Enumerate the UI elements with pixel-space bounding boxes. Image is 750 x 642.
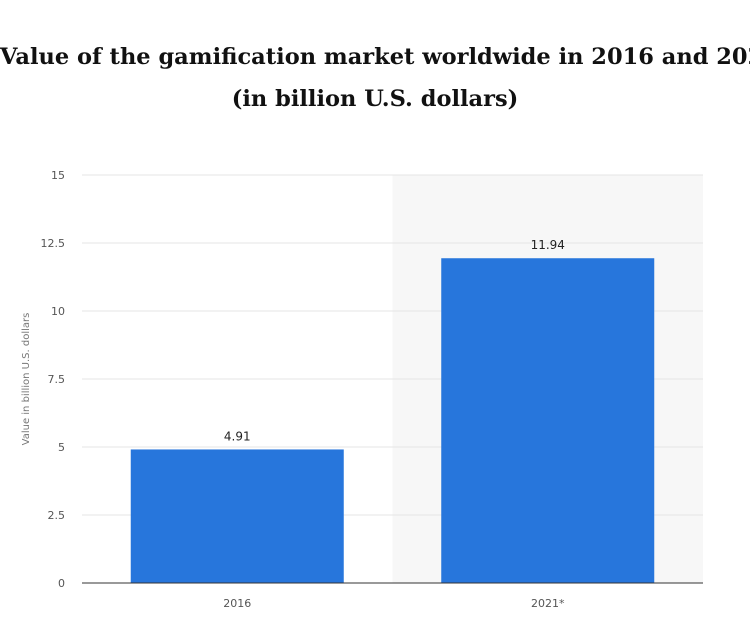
- y-tick-label: 12.5: [41, 237, 66, 250]
- data-labels: 4.91 11.94: [224, 238, 565, 443]
- y-tick-label: 10: [51, 305, 65, 318]
- y-tick-label: 7.5: [48, 373, 66, 386]
- x-tick-label: 2016: [223, 597, 251, 610]
- x-axis-ticks: 2016 2021*: [223, 597, 565, 610]
- chart-title: Value of the gamification market worldwi…: [0, 36, 750, 120]
- chart-subtitle: (in billion U.S. dollars): [231, 86, 519, 112]
- bar: [130, 449, 344, 583]
- data-label: 11.94: [531, 238, 565, 252]
- chart-title-line1: Value of the gamification market worldwi…: [0, 44, 750, 70]
- bar: [441, 258, 655, 583]
- y-axis-label: Value in billion U.S. dollars: [21, 313, 32, 446]
- data-label: 4.91: [224, 429, 251, 443]
- y-axis-ticks: 0 2.5 5 7.5 10 12.5 15: [41, 169, 66, 590]
- y-tick-label: 2.5: [48, 509, 66, 522]
- bars: [130, 258, 655, 583]
- y-tick-label: 5: [58, 441, 65, 454]
- y-tick-label: 0: [58, 577, 65, 590]
- y-tick-label: 15: [51, 169, 65, 182]
- x-tick-label: 2021*: [531, 597, 565, 610]
